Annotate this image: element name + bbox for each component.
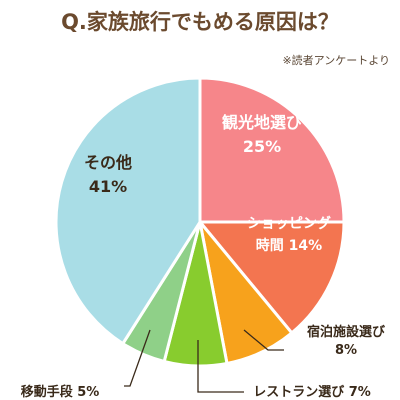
slice-label: 移動手段 5%: [21, 384, 100, 400]
slice-label-line: 8%: [335, 343, 357, 358]
slice-label: その他 41%: [84, 153, 132, 196]
slice-label-line: 時間 14%: [256, 237, 322, 254]
slice-label-line: 移動手段 5%: [21, 384, 100, 400]
slice-label-line: 観光地選び: [222, 113, 303, 132]
pie-slice: [198, 76, 346, 224]
slice-label: 観光地選び 25%: [222, 113, 303, 156]
slice-label: 宿泊施設選び 8%: [307, 324, 386, 358]
slice-label: レストラン選び 7%: [253, 384, 371, 400]
leader-line: [243, 329, 284, 351]
slice-label-line: レストラン選び 7%: [253, 384, 371, 400]
slice-label-line: 25%: [243, 137, 281, 156]
slice-label-line: ショッピング: [247, 215, 331, 232]
slice-label-line: 41%: [89, 177, 127, 196]
pie-slice: [196, 220, 346, 336]
slice-label: ショッピング時間 14%: [247, 215, 331, 254]
leader-line: [197, 340, 244, 393]
slice-label-line: 宿泊施設選び: [307, 324, 386, 340]
chart-title: Q.家族旅行でもめる原因は？: [61, 10, 339, 34]
source-note: ※読者アンケートより: [282, 54, 390, 67]
slice-label-line: その他: [84, 153, 132, 172]
pie-slice: [54, 76, 202, 346]
leader-line: [124, 329, 151, 387]
